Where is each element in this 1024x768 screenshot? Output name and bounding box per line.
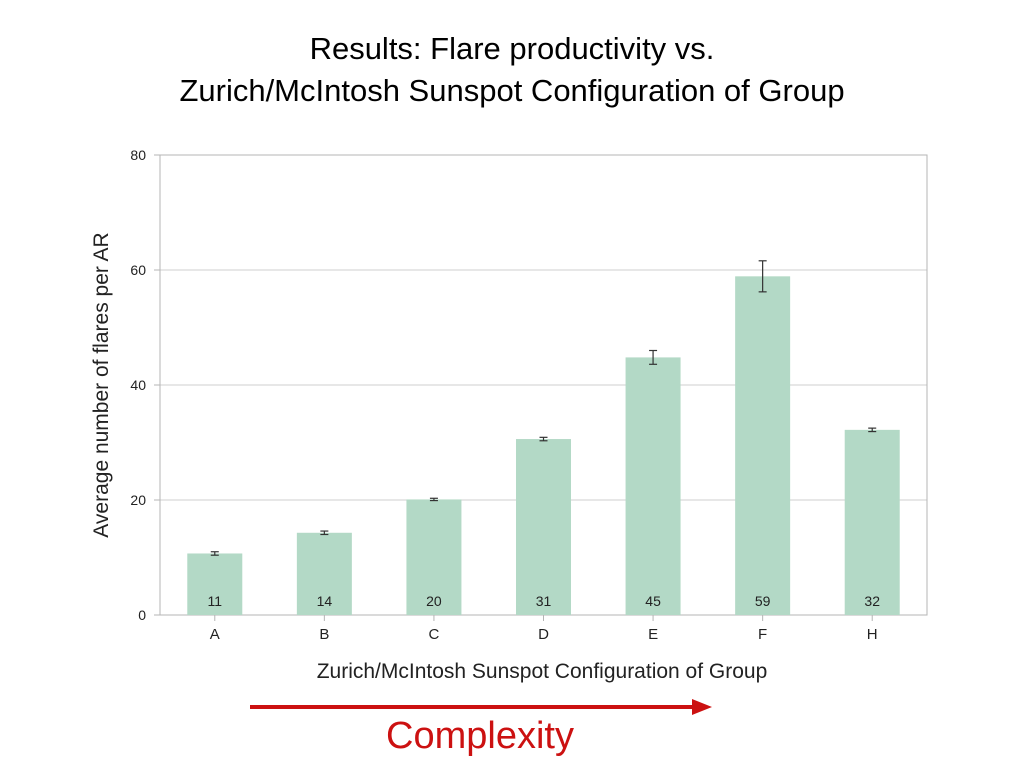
- x-tick-label: C: [429, 626, 440, 643]
- y-tick-label: 40: [130, 377, 146, 393]
- bar-e: [625, 357, 681, 615]
- slide-title-line-2: Zurich/McIntosh Sunspot Configuration of…: [179, 73, 845, 108]
- error-bar-a: [210, 551, 219, 556]
- x-tick-label: H: [867, 626, 878, 643]
- x-tick-label: D: [538, 626, 549, 643]
- bar-h: [844, 429, 900, 615]
- error-bar-h: [868, 427, 877, 433]
- y-axis-ticks: 0 20 40 60 80: [130, 147, 160, 623]
- y-tick-label: 0: [138, 607, 146, 623]
- y-tick-label: 80: [130, 147, 146, 163]
- slide-title: Results: Flare productivity vs. Zurich/M…: [0, 28, 1024, 112]
- error-bar-e: [649, 349, 658, 365]
- y-tick-label: 60: [130, 262, 146, 278]
- bar-data-label: 31: [536, 593, 552, 609]
- bar-f: [735, 276, 791, 615]
- slide-title-line-1: Results: Flare productivity vs.: [309, 31, 715, 66]
- bar-d: [516, 439, 571, 615]
- error-bar-d: [539, 436, 548, 442]
- bars: 11 14 20 31 45 59 32: [187, 260, 900, 615]
- x-tick-label: F: [758, 626, 767, 643]
- bar-data-label: 59: [755, 593, 771, 609]
- bar-data-label: 32: [864, 593, 880, 609]
- x-tick-label: A: [210, 626, 220, 643]
- error-bar-c: [429, 497, 438, 502]
- y-axis-label: Average number of flares per AR: [90, 232, 113, 537]
- x-axis-label: Zurich/McIntosh Sunspot Configuration of…: [317, 660, 768, 683]
- bar-data-label: 11: [208, 593, 223, 609]
- bar-c: [406, 499, 462, 615]
- error-bar-b: [320, 530, 329, 536]
- bar-b: [296, 532, 352, 615]
- bar-a: [187, 553, 243, 615]
- bar-data-label: 45: [645, 593, 661, 609]
- complexity-arrow-head: [692, 699, 712, 715]
- error-bar-f: [758, 260, 767, 293]
- x-tick-label: B: [319, 626, 329, 643]
- x-tick-label: E: [648, 626, 658, 643]
- bar-data-label: 14: [317, 593, 333, 609]
- y-tick-label: 20: [130, 492, 146, 508]
- complexity-label: Complexity: [386, 715, 574, 757]
- bar-data-label: 20: [426, 593, 442, 609]
- complexity-arrow: [250, 699, 712, 715]
